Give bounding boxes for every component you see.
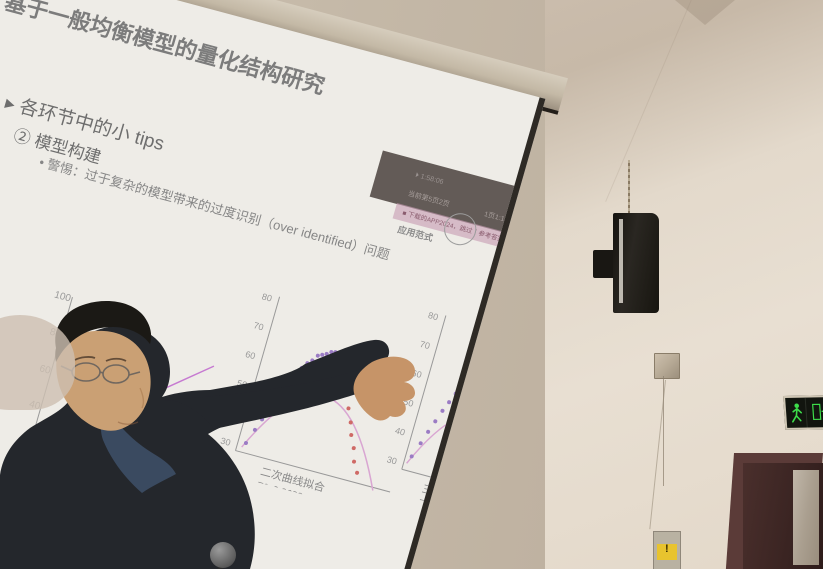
svg-text:70: 70 bbox=[419, 339, 431, 351]
svg-text:80: 80 bbox=[427, 310, 439, 322]
